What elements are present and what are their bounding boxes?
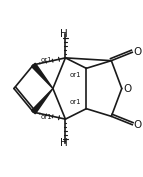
Text: O: O <box>134 47 142 57</box>
Text: O: O <box>134 120 142 130</box>
Text: or1: or1 <box>70 72 81 78</box>
Text: or1: or1 <box>41 114 53 120</box>
Text: or1: or1 <box>70 99 81 105</box>
Text: H: H <box>60 28 68 39</box>
Polygon shape <box>31 63 53 88</box>
Text: O: O <box>123 84 131 93</box>
Polygon shape <box>31 88 53 114</box>
Text: or1: or1 <box>41 57 53 63</box>
Text: H: H <box>60 138 68 149</box>
